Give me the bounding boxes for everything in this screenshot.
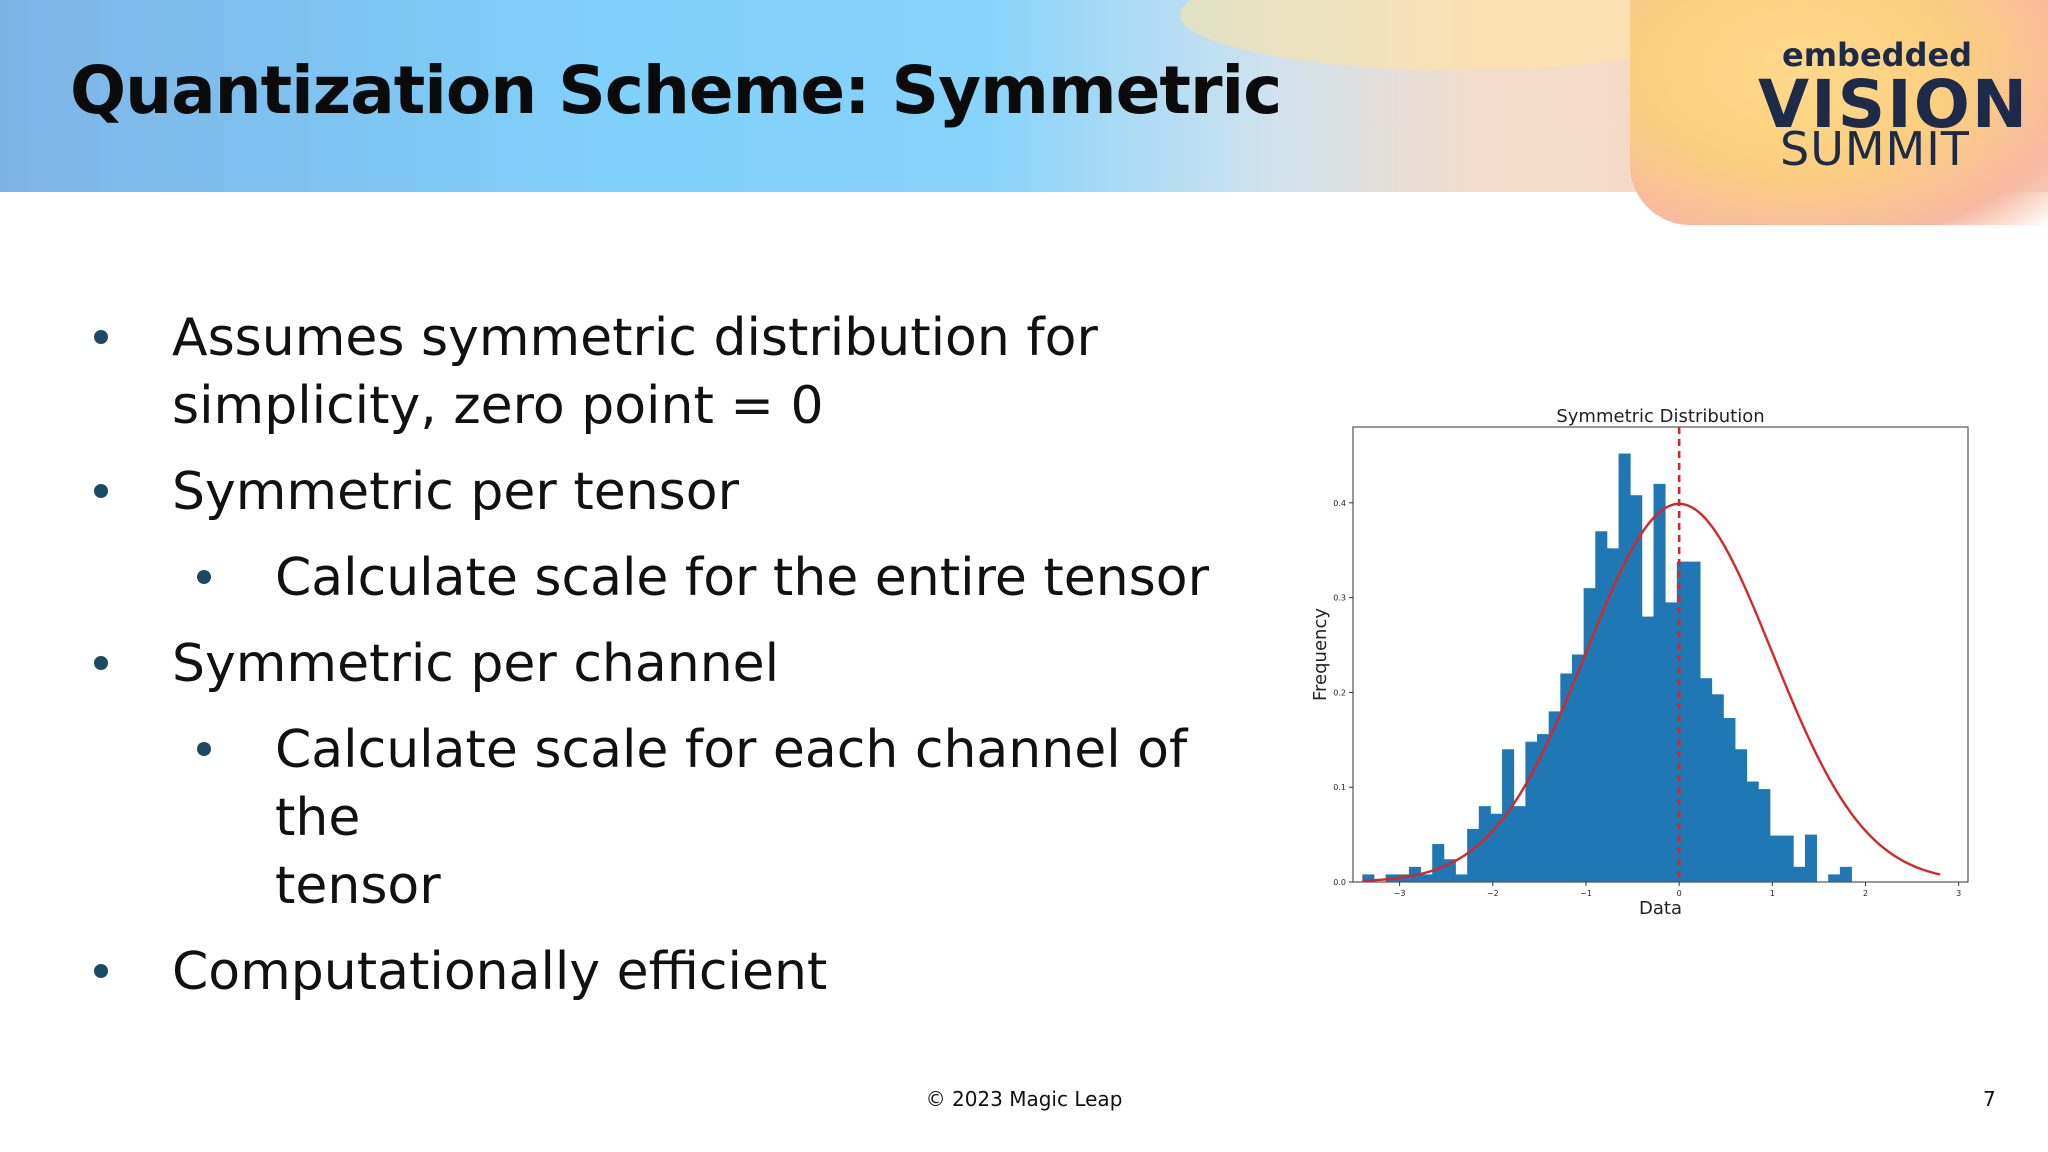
histogram-bar [1525,741,1538,882]
bullet-dot-icon [197,570,211,584]
histogram-bar [1571,654,1585,882]
histogram-bar [1735,749,1748,882]
bullet-text: Computationally efficient [172,942,828,1002]
x-tick-label: −3 [1394,889,1406,898]
histogram-bar [1641,616,1654,882]
histogram-bar [1560,673,1573,882]
bullet-text: Symmetric per channel [172,634,780,694]
banner-decoration-blob [1630,0,2048,225]
histogram-bar [1781,835,1794,882]
bullet-dot-icon [94,330,108,344]
logo-line-3: SUMMIT [1780,122,1970,176]
y-axis-label: Frequency [1310,608,1331,701]
x-tick-label: 1 [1770,889,1775,898]
histogram-bar [1839,866,1852,882]
sub-bullet-item: Calculate scale for each channel of the … [80,716,1280,920]
bullet-text: Symmetric per tensor [172,462,739,522]
histogram-bar [1723,718,1736,882]
footer-copyright: © 2023 Magic Leap [925,1087,1123,1111]
chart-title: Symmetric Distribution [1556,406,1764,427]
histogram-bar [1548,711,1561,882]
bullet-dot-icon [197,742,211,756]
bullet-item: Symmetric per channel [80,630,1280,698]
bullet-item: Symmetric per tensor [80,458,1280,526]
histogram-bar [1700,678,1713,882]
y-tick-label: 0.1 [1333,783,1346,792]
histogram-bar [1467,828,1480,882]
x-tick-label: −2 [1487,889,1499,898]
bullet-item: Computationally efficient [80,938,1280,1006]
x-axis-label: Data [1639,898,1682,919]
x-tick-label: 3 [1956,889,1961,898]
logo-line-2: VISION [1758,66,2030,143]
histogram-bar [1665,602,1678,882]
histogram-bar [1513,806,1526,882]
histogram-bar [1490,813,1503,882]
histogram-bar [1711,694,1724,882]
bullet-list: Assumes symmetric distribution for simpl… [80,304,1280,1024]
histogram-bar [1769,835,1783,882]
slide-title: Quantization Scheme: Symmetric [70,52,1282,129]
histogram-bar [1746,781,1759,882]
histogram-bar [1804,834,1817,882]
histogram-bar [1828,874,1841,882]
bullet-dot-icon [94,484,108,498]
histogram-chart: −3 −2 −1 0 1 2 3 0.0 0.1 0.2 0.3 0.4 Symmetric Distr… [1300,400,1980,930]
histogram-bar [1420,874,1433,882]
bullet-item: Assumes symmetric distribution for simpl… [80,304,1280,440]
bullet-text: Assumes symmetric distribution for simpl… [172,308,1098,436]
y-tick-label: 0.0 [1333,878,1346,887]
histogram-bar [1758,789,1771,882]
bullet-dot-icon [94,964,108,978]
histogram-bar [1793,866,1806,882]
y-tick-label: 0.3 [1333,594,1346,603]
histogram-bar [1606,548,1619,882]
histogram-bar [1618,453,1631,882]
y-tick-label: 0.2 [1333,688,1346,697]
histogram-svg: −3 −2 −1 0 1 2 3 0.0 0.1 0.2 0.3 0.4 Symmetric Distr… [1310,406,1969,919]
bullet-text: Calculate scale for the entire tensor [275,548,1209,608]
histogram-bar [1630,495,1643,882]
histogram-bar [1595,531,1608,882]
event-logo: embedded VISION SUMMIT [1750,36,2027,176]
histogram-bar [1432,844,1445,882]
histogram-bar [1688,561,1701,882]
bullet-dot-icon [94,656,108,670]
fit-curve-line [1362,502,1941,883]
x-tick-label: 2 [1863,889,1868,898]
sub-bullet-item: Calculate scale for the entire tensor [80,544,1280,612]
x-tick-label: 0 [1677,889,1682,898]
histogram-bar [1502,749,1515,882]
header-banner: Quantization Scheme: Symmetric embedded … [0,0,2048,225]
histogram-bar [1653,483,1666,882]
x-tick-label: −1 [1580,889,1592,898]
histogram-bar [1583,588,1596,882]
y-tick-label: 0.4 [1333,499,1346,508]
logo-line-1: embedded [1782,36,1973,74]
histogram-bar [1362,874,1375,882]
histogram-bar [1478,806,1491,882]
bullet-text: Calculate scale for each channel of the … [275,720,1188,916]
histogram-bar [1455,874,1468,882]
histogram-bar [1537,734,1550,882]
page-number: 7 [1983,1087,1996,1111]
plot-frame [1352,426,1969,883]
